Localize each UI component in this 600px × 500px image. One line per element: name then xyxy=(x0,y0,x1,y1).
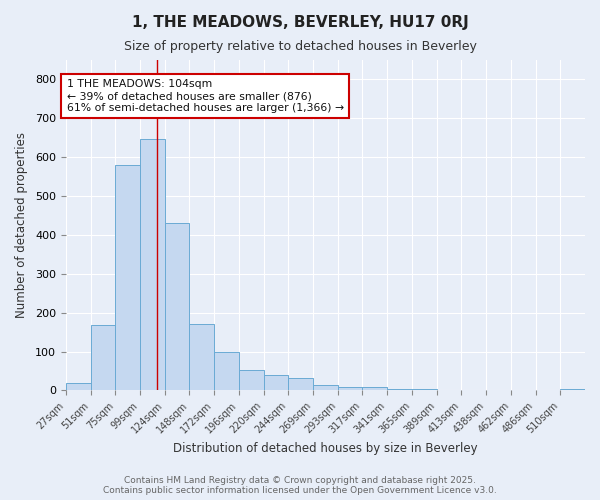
Text: Contains HM Land Registry data © Crown copyright and database right 2025.
Contai: Contains HM Land Registry data © Crown c… xyxy=(103,476,497,495)
Bar xyxy=(66,384,91,390)
Bar xyxy=(91,325,115,390)
Bar xyxy=(164,224,190,390)
X-axis label: Distribution of detached houses by size in Beverley: Distribution of detached houses by size … xyxy=(173,442,478,455)
Bar xyxy=(140,138,164,390)
Bar xyxy=(313,384,338,390)
Bar xyxy=(239,370,263,390)
Y-axis label: Number of detached properties: Number of detached properties xyxy=(15,132,28,318)
Bar xyxy=(387,389,412,390)
Bar xyxy=(338,386,362,390)
Bar xyxy=(263,375,289,390)
Text: Size of property relative to detached houses in Beverley: Size of property relative to detached ho… xyxy=(124,40,476,53)
Bar xyxy=(560,389,585,390)
Bar xyxy=(190,324,214,390)
Text: 1, THE MEADOWS, BEVERLEY, HU17 0RJ: 1, THE MEADOWS, BEVERLEY, HU17 0RJ xyxy=(131,15,469,30)
Bar xyxy=(115,165,140,390)
Bar xyxy=(289,378,313,390)
Text: 1 THE MEADOWS: 104sqm
← 39% of detached houses are smaller (876)
61% of semi-det: 1 THE MEADOWS: 104sqm ← 39% of detached … xyxy=(67,80,344,112)
Bar xyxy=(214,352,239,391)
Bar xyxy=(362,388,387,390)
